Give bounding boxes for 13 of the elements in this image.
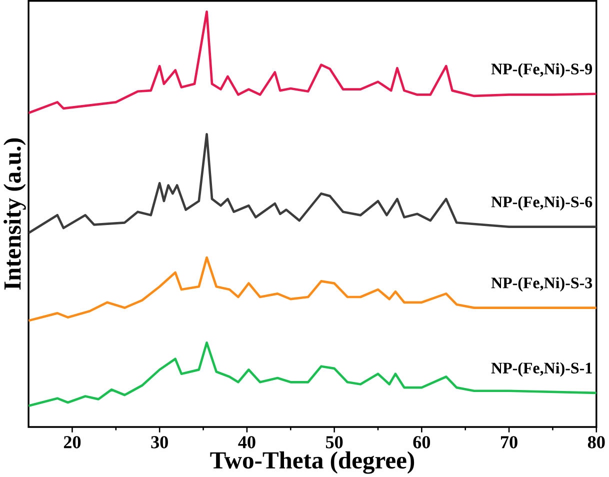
y-axis-title: Intensity (a.u.) xyxy=(4,138,26,290)
x-tick-label: 60 xyxy=(413,436,430,448)
x-tick-label: 80 xyxy=(588,436,605,448)
series-label: NP-(Fe,Ni)-S-9 xyxy=(491,63,592,78)
x-axis-title: Two-Theta (degree) xyxy=(210,451,414,474)
x-tick-label: 20 xyxy=(64,436,81,448)
series-label: NP-(Fe,Ni)-S-3 xyxy=(491,276,592,292)
x-tick-label: 70 xyxy=(501,436,518,448)
x-tick-label: 30 xyxy=(151,436,168,448)
series-label: NP-(Fe,Ni)-S-1 xyxy=(491,362,592,377)
x-tick-label: 40 xyxy=(238,436,256,448)
x-tick-label: 50 xyxy=(326,436,343,448)
series-label: NP-(Fe,Ni)-S-6 xyxy=(491,196,592,210)
